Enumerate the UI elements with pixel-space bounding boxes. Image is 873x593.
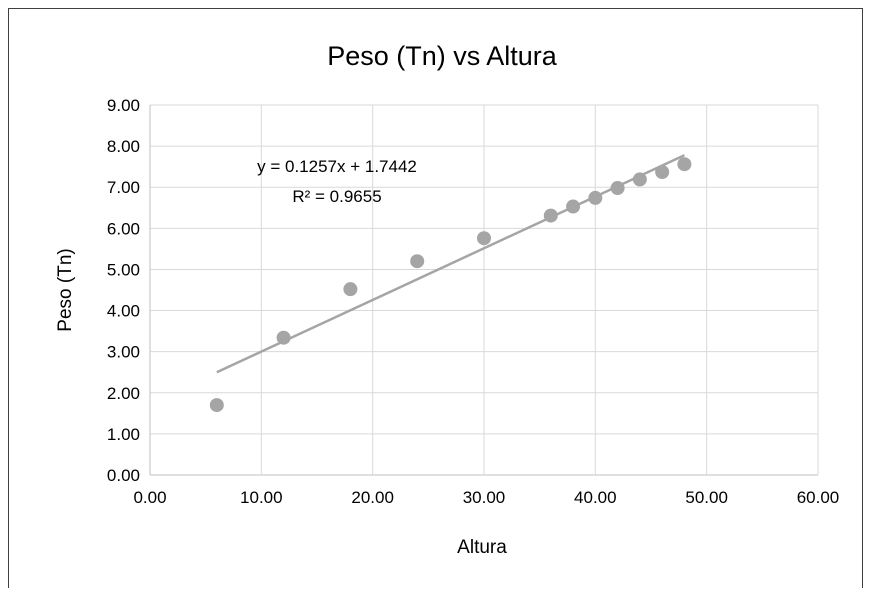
data-point (588, 190, 603, 205)
trendline (216, 154, 685, 374)
trendline-r-squared: R² = 0.9655 (292, 187, 381, 206)
data-point (677, 157, 692, 172)
data-point (477, 231, 491, 246)
data-point (343, 282, 358, 297)
x-tick-label: 60.00 (797, 488, 840, 507)
y-tick-label: 6.00 (107, 219, 140, 238)
x-axis-title: Altura (457, 537, 507, 558)
data-points (209, 157, 692, 413)
data-point (566, 199, 581, 214)
trendline-equation: y = 0.1257x + 1.7442 (257, 157, 417, 176)
data-point (632, 172, 647, 187)
y-tick-label: 1.00 (107, 425, 140, 444)
y-tick-label: 2.00 (107, 384, 140, 403)
x-tick-label: 30.00 (463, 488, 506, 507)
x-tick-label: 20.00 (351, 488, 394, 507)
data-point (543, 208, 558, 223)
y-tick-label: 8.00 (107, 137, 140, 156)
y-tick-label: 7.00 (107, 178, 140, 197)
x-tick-label: 50.00 (685, 488, 728, 507)
y-axis-title: Peso (Tn) (55, 248, 76, 331)
data-point (655, 165, 670, 180)
grid-lines (149, 104, 819, 476)
data-point (610, 181, 625, 196)
y-tick-label: 3.00 (107, 343, 140, 362)
y-tick-label: 9.00 (107, 96, 140, 115)
chart-title: Peso (Tn) vs Altura (327, 41, 558, 71)
data-point (209, 398, 224, 413)
data-point (276, 330, 291, 345)
x-tick-label: 40.00 (574, 488, 617, 507)
x-tick-label: 0.00 (133, 488, 166, 507)
y-tick-label: 0.00 (107, 466, 140, 485)
trendline-layer (216, 154, 685, 374)
tick-labels: 0.00 1.00 2.00 3.00 4.00 5.00 6.00 7.00 8.00 9.00… (107, 96, 839, 507)
data-point (410, 254, 425, 269)
y-tick-label: 4.00 (107, 302, 140, 321)
x-tick-label: 10.00 (240, 488, 283, 507)
y-tick-label: 5.00 (107, 260, 140, 279)
